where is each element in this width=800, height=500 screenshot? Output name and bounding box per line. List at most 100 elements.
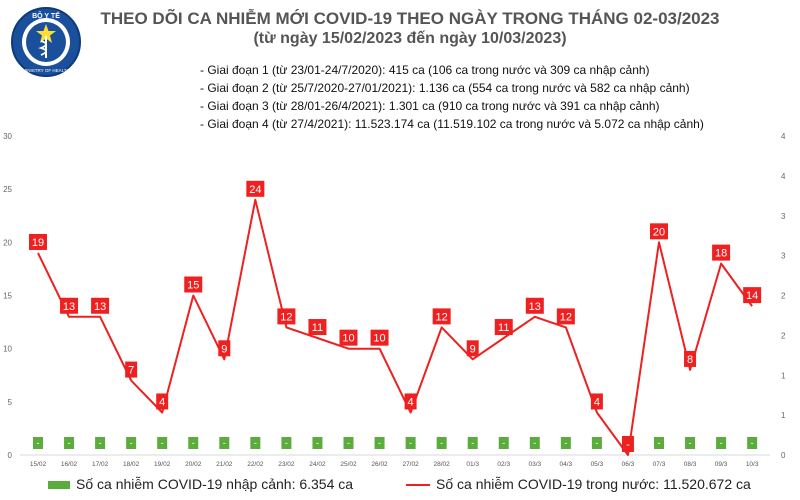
x-tick-label: 02/3	[497, 461, 510, 468]
imported-bar	[64, 437, 75, 449]
logo-bottom-text: MINISTRY OF HEALTH	[22, 68, 70, 73]
imported-bar-label: -	[347, 438, 350, 448]
domestic-data-label: 19	[32, 237, 44, 249]
domestic-data-label-box	[650, 223, 668, 240]
x-tick-label: 28/02	[434, 461, 451, 468]
imported-bar-label: -	[595, 438, 598, 448]
y-left-tick-label: 30	[3, 132, 12, 141]
imported-bar-label: -	[192, 438, 195, 448]
y-left-tick-label: 25	[3, 185, 12, 194]
domestic-data-label: 12	[560, 311, 572, 323]
domestic-data-label-box	[494, 319, 513, 336]
y-right-tick-label: 4	[781, 172, 786, 181]
imported-bar-label: -	[37, 438, 40, 448]
imported-bar	[95, 437, 106, 449]
domestic-data-label-box	[29, 233, 47, 250]
legend-line-swatch	[406, 484, 430, 487]
domestic-data-label-box	[466, 340, 479, 357]
imported-bar	[405, 437, 416, 449]
imported-bar-label: -	[161, 438, 164, 448]
imported-bar-label: -	[378, 438, 381, 448]
x-tick-label: 08/3	[684, 461, 697, 468]
y-left-tick-label: 20	[3, 238, 12, 247]
phase-summary-item: - Giai đoạn 1 (từ 23/01-24/7/2020): 415 …	[200, 63, 650, 77]
domestic-data-label: 15	[187, 280, 199, 292]
legend-bar-swatch	[48, 481, 70, 490]
imported-bar-label: -	[751, 438, 754, 448]
imported-bar	[157, 437, 168, 449]
domestic-data-label-box	[156, 393, 169, 410]
domestic-data-label: 11	[498, 322, 509, 334]
x-tick-label: 20/02	[185, 461, 202, 468]
domestic-data-label: -	[626, 439, 630, 451]
domestic-data-label: 9	[470, 343, 476, 355]
domestic-data-label: 24	[249, 184, 261, 196]
y-right-tick-label: 0	[781, 451, 786, 460]
x-tick-label: 16/02	[61, 461, 78, 468]
imported-bar	[374, 437, 385, 449]
domestic-data-label: 12	[436, 311, 448, 323]
imported-bar	[33, 437, 43, 449]
imported-bar	[467, 437, 478, 449]
imported-bar-label: -	[440, 438, 443, 448]
chart-subtitle: (từ ngày 15/02/2023 đến ngày 10/03/2023)	[253, 30, 567, 47]
domestic-data-label: 10	[342, 333, 354, 345]
domestic-data-label: 8	[687, 354, 693, 366]
imported-bar	[654, 437, 664, 449]
imported-bar-label: -	[502, 438, 505, 448]
imported-bar-label: -	[471, 438, 474, 448]
x-tick-label: 27/02	[402, 461, 419, 468]
x-tick-label: 25/02	[340, 461, 357, 468]
x-tick-label: 04/3	[560, 461, 573, 468]
domestic-data-label-box	[712, 244, 731, 261]
imported-bar	[716, 437, 727, 449]
phase-summary-item: - Giai đoạn 4 (từ 27/4/2021): 11.523.174…	[200, 117, 704, 131]
x-tick-label: 10/3	[746, 461, 759, 468]
domestic-data-label-box	[432, 308, 451, 325]
domestic-cases-line	[37, 198, 753, 456]
legend-domestic-label: Số ca nhiễm COVID-19 trong nước: 11.520.…	[436, 476, 751, 492]
imported-bar	[436, 437, 447, 449]
imported-bar	[250, 437, 261, 449]
imported-bar	[219, 437, 230, 449]
domestic-data-label: 12	[280, 311, 292, 323]
imported-bar-label: -	[68, 438, 71, 448]
y-left-tick-label: 0	[8, 451, 13, 460]
domestic-data-label: 10	[373, 333, 385, 345]
domestic-data-label: 13	[63, 301, 75, 313]
domestic-data-label-box	[621, 436, 634, 452]
imported-bar	[591, 437, 602, 449]
phase-summary-list: - Giai đoạn 1 (từ 23/01-24/7/2020): 415 …	[200, 61, 704, 133]
imported-bar	[685, 437, 696, 449]
x-tick-label: 07/3	[653, 461, 666, 468]
x-tick-label: 03/3	[528, 461, 541, 468]
imported-bar	[312, 437, 323, 449]
legend-domestic: Số ca nhiễm COVID-19 trong nước: 11.520.…	[406, 476, 751, 492]
chart-title: THEO DÕI CA NHIỄM MỚI COVID-19 THEO NGÀY…	[100, 9, 720, 28]
x-tick-label: 22/02	[247, 461, 264, 468]
imported-bar	[747, 437, 758, 449]
imported-bar-label: -	[254, 438, 257, 448]
phase-summary-item: - Giai đoạn 2 (từ 25/7/2020-27/01/2021):…	[200, 81, 690, 95]
domestic-data-label-box	[339, 329, 358, 346]
imported-bar	[529, 437, 540, 449]
imported-bar-label: -	[130, 438, 133, 448]
imported-bar	[281, 437, 292, 449]
logo-text: BỘ Y TẾ	[32, 10, 60, 20]
imported-bar-label: -	[689, 438, 692, 448]
x-tick-label: 24/02	[309, 461, 326, 468]
imported-bar-label: -	[223, 438, 226, 448]
domestic-data-label-box	[277, 308, 296, 325]
domestic-data-label-box	[246, 180, 265, 197]
x-tick-label: 09/3	[715, 461, 728, 468]
imported-bar	[188, 437, 199, 449]
imported-bar-label: -	[658, 438, 661, 448]
domestic-data-label: 11	[312, 322, 323, 334]
imported-bar-label: -	[533, 438, 536, 448]
x-tick-label: 18/02	[123, 461, 140, 468]
x-tick-label: 15/02	[30, 461, 47, 468]
x-tick-label: 17/02	[92, 461, 109, 468]
imported-bar	[560, 437, 571, 449]
legend-imported-label: Số ca nhiễm COVID-19 nhập cảnh: 6.354 ca	[76, 476, 354, 492]
